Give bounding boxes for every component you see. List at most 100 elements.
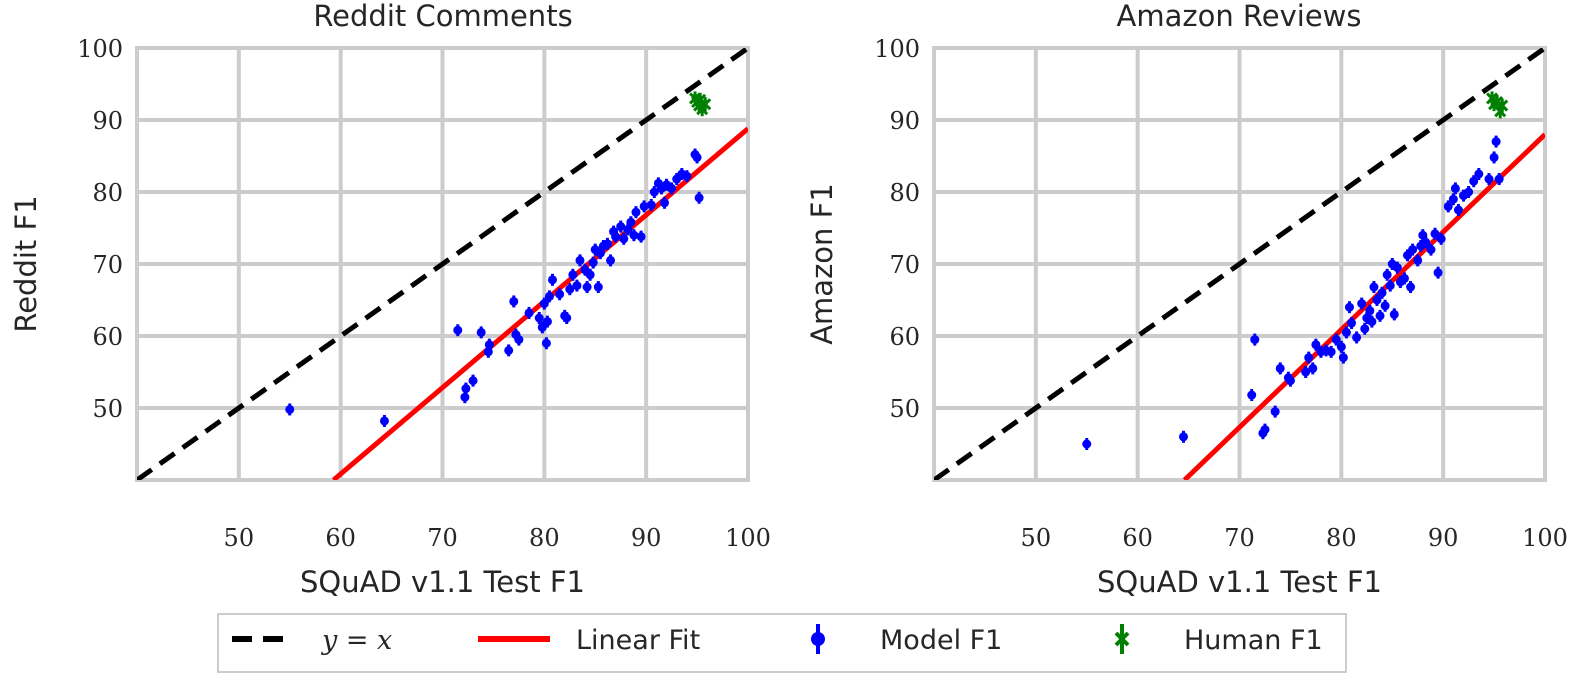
model-f1-point: [611, 230, 621, 243]
linear-fit-line: [1182, 132, 1545, 480]
model-f1-marker: [555, 289, 565, 299]
model-f1-marker: [541, 338, 551, 348]
legend: y = x Linear Fit Model F1 Human F1: [217, 613, 1347, 673]
model-f1-marker: [649, 187, 659, 197]
model-f1-marker: [1250, 335, 1260, 345]
model-f1-point: [682, 170, 692, 183]
reference-line-y-equals-x: [934, 48, 1545, 480]
model-f1-marker: [1285, 376, 1295, 386]
model-f1-marker: [509, 296, 519, 306]
model-f1-point: [1489, 151, 1499, 164]
legend-label: Model F1: [880, 625, 1002, 656]
model-f1-point: [1491, 135, 1501, 148]
model-f1-point: [1433, 266, 1443, 279]
model-f1-point: [585, 268, 595, 281]
model-f1-point: [1450, 182, 1460, 195]
model-f1-point: [514, 333, 524, 346]
x-tick-label: 70: [427, 524, 458, 552]
plot-frame: [135, 46, 750, 482]
model-f1-marker: [1403, 250, 1413, 260]
model-f1-point: [1367, 315, 1377, 328]
model-f1-point: [1389, 308, 1399, 321]
model-f1-marker: [694, 193, 704, 203]
model-f1-marker: [1389, 309, 1399, 319]
model-f1-point: [1399, 272, 1409, 285]
model-f1-point: [555, 288, 565, 301]
model-f1-point: [1474, 168, 1484, 180]
model-f1-point: [694, 191, 704, 204]
model-f1-marker: [1491, 137, 1501, 147]
model-f1-point: [1341, 326, 1351, 339]
model-f1-marker: [565, 284, 575, 294]
model-f1-marker: [544, 291, 554, 301]
model-f1-marker: [1464, 187, 1474, 197]
human-f1-point: [694, 92, 707, 107]
model-f1-point: [1336, 340, 1346, 353]
model-f1-marker: [1443, 201, 1453, 211]
model-f1-marker: [1380, 301, 1390, 311]
model-f1-marker: [659, 198, 669, 208]
reference-line-y-equals-x: [137, 48, 748, 480]
model-f1-marker: [1392, 263, 1402, 273]
model-f1-point: [1464, 186, 1474, 198]
model-f1-marker: [1275, 363, 1285, 373]
model-f1-point: [1250, 333, 1260, 346]
model-f1-point: [1357, 297, 1367, 310]
model-f1-marker: [629, 230, 639, 240]
x-tick-label: 50: [1021, 524, 1052, 552]
x-tick-label: 80: [529, 524, 560, 552]
model-f1-marker: [514, 335, 524, 345]
model-f1-point: [629, 229, 639, 242]
model-f1-point: [1338, 351, 1348, 364]
model-f1-point: [1436, 232, 1446, 245]
model-f1-marker: [588, 258, 598, 268]
model-f1-point: [1178, 430, 1188, 443]
model-f1-marker: [1369, 282, 1379, 292]
model-f1-point: [541, 337, 551, 350]
model-f1-point: [504, 344, 514, 357]
model-f1-marker: [476, 327, 486, 337]
chart-panel-amazon: 50 60 70 80 90 100 50 60 70 80 90 100 Amazon Reviews…: [805, 0, 1568, 599]
model-f1-point: [659, 196, 669, 209]
model-f1-marker: [1408, 245, 1418, 255]
model-f1-point: [534, 312, 544, 324]
model-f1-point: [1413, 254, 1423, 267]
x-tick-label: 90: [631, 524, 662, 552]
model-f1-point: [588, 256, 598, 269]
human-f1-point: [1496, 98, 1509, 113]
model-f1-marker: [537, 322, 547, 332]
model-f1-marker: [646, 200, 656, 210]
model-f1-marker: [1494, 174, 1504, 184]
model-f1-point: [461, 382, 471, 395]
y-tick-label: 100: [77, 35, 123, 63]
model-f1-point: [562, 312, 572, 324]
model-f1-point: [547, 273, 557, 286]
model-f1-point: [524, 306, 534, 319]
model-f1-marker: [1372, 295, 1382, 305]
model-f1-marker: [1484, 174, 1494, 184]
x-tick-label: 80: [1326, 524, 1357, 552]
model-f1-marker: [1308, 363, 1318, 373]
model-f1-marker: [504, 345, 514, 355]
model-f1-marker: [379, 416, 389, 426]
model-f1-point: [602, 237, 612, 250]
model-f1-marker: [682, 171, 692, 181]
model-f1-point: [1352, 331, 1362, 344]
model-f1-marker: [1421, 237, 1431, 247]
y-axis-label: Reddit F1: [9, 195, 43, 332]
model-f1-point: [565, 283, 575, 296]
x-tick-label: 70: [1224, 524, 1255, 552]
model-f1-marker: [626, 217, 636, 227]
model-f1-point: [1275, 362, 1285, 375]
x-tick-label: 100: [1522, 524, 1568, 552]
model-f1-marker: [1357, 299, 1367, 309]
model-f1-marker: [667, 183, 677, 193]
legend-entry-3: Human F1: [1114, 624, 1323, 656]
model-f1-point: [1377, 286, 1387, 299]
model-f1-point: [568, 268, 578, 281]
model-f1-point: [1469, 175, 1479, 188]
model-f1-marker: [1406, 282, 1416, 292]
model-f1-point: [616, 220, 626, 233]
model-f1-point: [593, 281, 603, 294]
model-f1-point: [1326, 345, 1336, 358]
